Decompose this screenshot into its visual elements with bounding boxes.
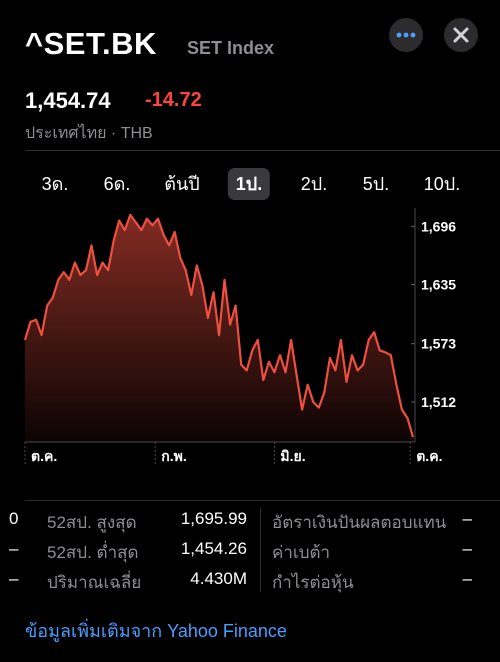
stat-value: – (462, 539, 472, 558)
x-tick-label: ก.พ. (161, 448, 186, 464)
stat-label: ปริมาณเฉลี่ย (47, 573, 142, 592)
x-tick-label: มิ.ย. (280, 448, 305, 464)
stat-value: 1,695.99 (180, 509, 247, 528)
y-tick-label: 1,696 (421, 218, 456, 234)
range-tab[interactable]: 1ป. (227, 168, 271, 200)
stat-label: กำไรต่อหุ้น (272, 573, 354, 592)
close-button[interactable] (444, 18, 478, 52)
price: 1,454.74 (25, 88, 111, 113)
index-name: SET Index (187, 38, 275, 58)
market: ประเทศไทย · THB (25, 125, 153, 142)
stat-label: ค่าเบต้า (272, 543, 331, 562)
footer-link[interactable]: Yahoo Finance (167, 621, 287, 641)
range-tab[interactable]: ต้นปี (164, 174, 200, 194)
range-tab[interactable]: 3ด. (41, 174, 69, 194)
close-icon (453, 27, 469, 43)
stat-cut: 0 (9, 509, 19, 528)
stat-cut: – (9, 569, 19, 588)
stat-divider (25, 500, 500, 501)
stat-value: 1,454.26 (180, 539, 247, 558)
x-tick-label: ต.ค. (31, 448, 57, 464)
y-tick-label: 1,573 (421, 336, 456, 352)
stat-label: 52สป. สูงสุด (47, 513, 137, 532)
range-tab[interactable]: 5ป. (362, 174, 390, 194)
range-tab[interactable]: 6ด. (103, 174, 131, 194)
price-change: -14.72 (145, 89, 202, 111)
price-line (23, 213, 415, 438)
stat-value: 4.430M (190, 569, 247, 588)
stat-divider (260, 508, 261, 592)
separator (25, 150, 500, 151)
more-icon (396, 32, 416, 38)
chart: 1,696 1,635 1,573 1,512 ต.ค. ก.พ. มิ.ย. ต.ค. (23, 208, 456, 464)
stat-label: อัตราเงินปันผลตอบแทน (272, 513, 447, 532)
y-tick-label: 1,635 (421, 277, 456, 293)
x-tick-label: ต.ค. (416, 448, 442, 464)
y-tick-label: 1,512 (421, 394, 456, 410)
range-tab[interactable]: 10ป. (423, 174, 461, 194)
area (25, 214, 413, 442)
stat-value: – (462, 509, 472, 528)
more-button[interactable] (389, 18, 423, 52)
stat-value: – (462, 569, 472, 588)
stat-cut: – (9, 539, 19, 558)
symbol: ^SET.BK (25, 26, 157, 61)
footer[interactable]: ข้อมูลเพิ่มเติมจาก Yahoo Finance (25, 616, 287, 645)
stat-label: 52สป. ต่ำสุด (47, 543, 139, 562)
range-tab[interactable]: 2ป. (300, 174, 328, 194)
footer-text: ข้อมูลเพิ่มเติมจาก (25, 621, 163, 641)
